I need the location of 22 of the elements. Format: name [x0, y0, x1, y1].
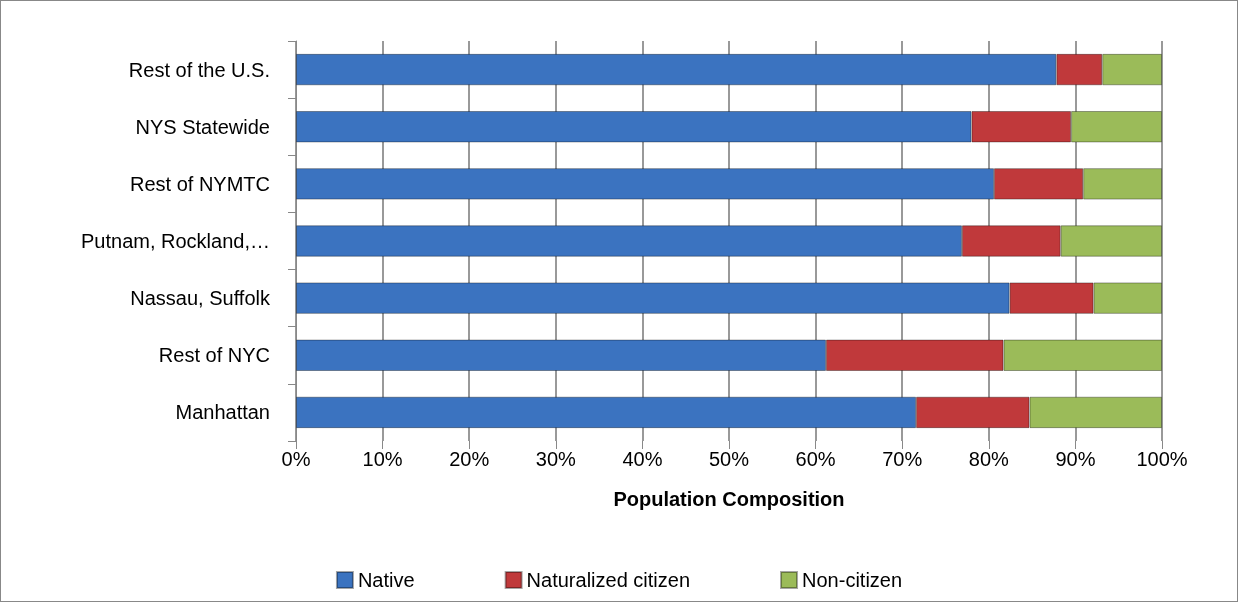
- legend-label: Non-citizen: [802, 569, 903, 591]
- x-tick-label: 10%: [362, 448, 403, 470]
- y-tick-label: Putnam, Rockland,…: [81, 230, 270, 252]
- x-tick-label: 50%: [708, 448, 750, 470]
- x-tick-label: 30%: [535, 448, 577, 470]
- y-tick-label: Manhattan: [175, 401, 270, 424]
- x-axis-title: Population Composition: [613, 488, 845, 510]
- legend-label: Naturalized citizen: [526, 569, 691, 591]
- x-tick-label: 60%: [795, 448, 836, 470]
- x-tick-label: 40%: [622, 448, 663, 470]
- y-tick-label: Rest of NYMTC: [129, 172, 270, 195]
- x-tick-label: 90%: [1055, 448, 1096, 470]
- x-tick-label: 0%: [281, 448, 311, 470]
- y-tick-label: Nassau, Suffolk: [130, 287, 271, 310]
- y-tick-label: Rest of NYC: [158, 344, 270, 367]
- y-tick-label: Rest of the U.S.: [128, 58, 270, 81]
- y-tick-label: NYS Statewide: [135, 115, 270, 138]
- x-tick-label: 80%: [968, 448, 1010, 470]
- x-tick-label: 20%: [449, 448, 490, 470]
- legend-label: Native: [357, 569, 415, 591]
- x-tick-label: 100%: [1136, 448, 1188, 470]
- x-tick-label: 70%: [882, 448, 923, 470]
